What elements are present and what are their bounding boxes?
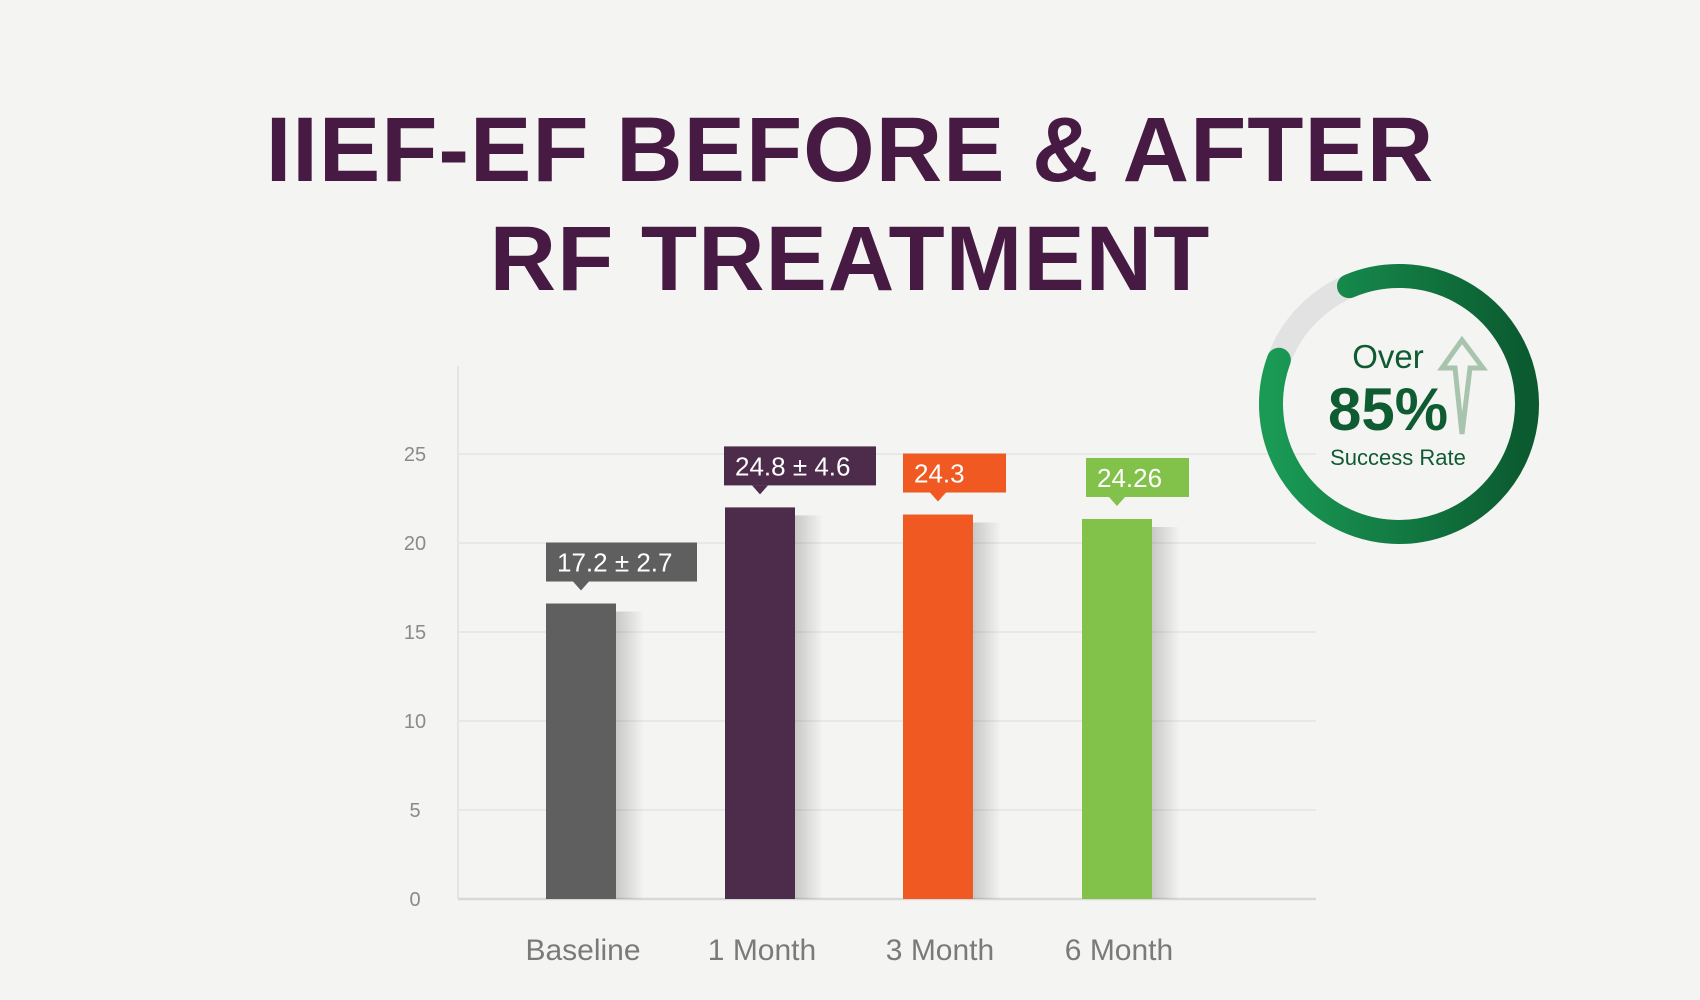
bar-shadow	[973, 522, 1001, 899]
x-tick-label: 3 Month	[886, 934, 994, 967]
bar-6-month	[1082, 518, 1152, 899]
data-label-pointer	[930, 492, 946, 502]
bar-1-month	[725, 507, 795, 899]
y-tick-label: 20	[404, 533, 426, 555]
y-tick-label: 5	[409, 800, 420, 822]
data-label: 17.2 ± 2.7	[557, 548, 672, 578]
ring-progress	[1259, 264, 1539, 544]
data-label-pointer	[573, 581, 589, 591]
x-tick-label: 6 Month	[1065, 934, 1173, 967]
data-label-box	[903, 453, 1006, 493]
data-label-pointer	[752, 485, 768, 495]
chart-title-line-2: RF TREATMENT	[489, 208, 1211, 310]
y-tick-label: 10	[404, 711, 426, 733]
bar-3-month	[903, 514, 973, 899]
data-label-box	[1086, 457, 1189, 497]
data-label-box	[546, 542, 697, 582]
y-tick-label: 15	[404, 622, 426, 644]
data-label-box	[724, 446, 876, 486]
bar-shadow	[1152, 526, 1180, 899]
badge-percent: 85%	[1328, 376, 1448, 443]
badge-caption: Success Rate	[1330, 445, 1466, 470]
y-tick-label: 25	[404, 444, 426, 466]
bar-shadow	[795, 515, 823, 899]
x-tick-label: Baseline	[525, 934, 640, 967]
up-arrow-icon	[1437, 335, 1488, 435]
x-tick-label: 1 Month	[708, 934, 816, 967]
bar-shadow	[616, 611, 644, 899]
success-rate-badge: Over 85% Success Rate	[1259, 264, 1539, 544]
data-label-pointer	[1109, 496, 1125, 506]
bar-baseline	[546, 603, 616, 899]
badge-over: Over	[1352, 338, 1424, 375]
chart-title-line-1: IIEF-EF BEFORE & AFTER	[265, 99, 1435, 201]
data-label: 24.3	[914, 459, 965, 489]
data-label: 24.8 ± 4.6	[735, 451, 850, 481]
y-tick-label: 0	[409, 889, 420, 911]
data-label: 24.26	[1097, 463, 1162, 493]
